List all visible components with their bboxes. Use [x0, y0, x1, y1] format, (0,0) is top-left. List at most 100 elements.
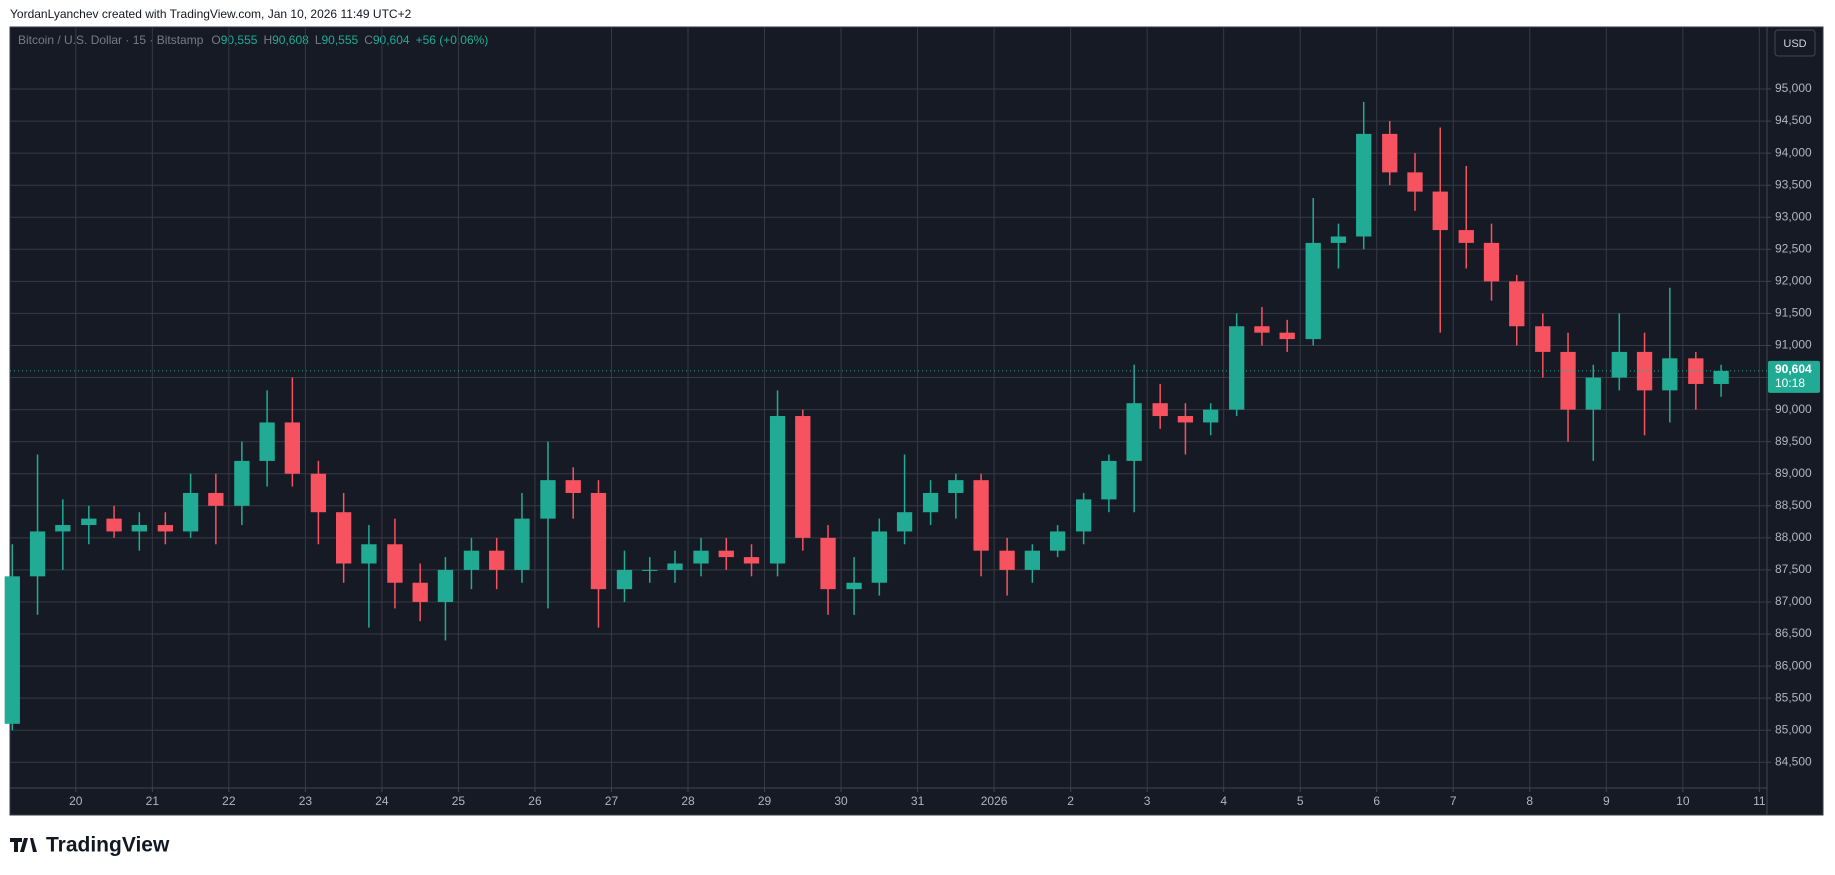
- candle-body: [284, 422, 301, 474]
- x-tick-label: 21: [146, 794, 160, 808]
- x-tick-label: 6: [1373, 794, 1380, 808]
- candle-body: [387, 544, 403, 583]
- candle-body: [335, 512, 352, 564]
- y-tick-label: 85,500: [1775, 690, 1812, 704]
- x-tick-label: 11: [1753, 794, 1766, 808]
- currency: USD: [1783, 38, 1806, 50]
- x-tick-label: 2: [1067, 794, 1074, 808]
- countdown: 10:18: [1775, 376, 1805, 390]
- candle-body: [1636, 351, 1653, 391]
- candle-body: [1713, 370, 1729, 384]
- candle-body: [489, 550, 505, 570]
- candle-body: [1203, 409, 1219, 423]
- x-tick-label: 4: [1220, 794, 1227, 808]
- candle-body: [820, 537, 836, 590]
- y-tick-label: 90,000: [1775, 402, 1812, 416]
- last-price-tag: [1768, 360, 1820, 393]
- x-tick-label: 9: [1603, 794, 1610, 808]
- candle-body: [948, 480, 964, 493]
- candle-body: [1126, 403, 1142, 461]
- candle-body: [1049, 531, 1066, 551]
- x-tick-label: 7: [1450, 794, 1457, 808]
- legend-value: 90,608: [272, 33, 309, 47]
- brand-name: TradingView: [46, 834, 170, 857]
- legend-label: L: [315, 33, 322, 47]
- x-tick-label: 5: [1297, 794, 1304, 808]
- y-tick-label: 84,500: [1775, 754, 1812, 768]
- legend-label: C: [364, 33, 373, 47]
- candle-body: [157, 525, 173, 532]
- candle-body: [846, 582, 862, 590]
- legend-symbol: Bitcoin / U.S. Dollar · 15 · Bitstamp: [18, 33, 204, 47]
- candle-body: [999, 550, 1015, 570]
- x-tick-label: 8: [1526, 794, 1533, 808]
- currency-button[interactable]: [1774, 29, 1816, 57]
- candle-body: [1024, 550, 1041, 570]
- candle-body: [131, 525, 147, 532]
- candle-body: [896, 512, 913, 532]
- candle-body: [1075, 499, 1092, 532]
- x-tick-label: 28: [681, 794, 695, 808]
- candle-body: [1305, 242, 1321, 340]
- grid: [10, 27, 1767, 788]
- candle-body: [1152, 403, 1168, 417]
- x-tick-label: 22: [222, 794, 236, 808]
- brand-logo: [10, 838, 37, 852]
- candle-body: [718, 550, 734, 558]
- x-tick-label: 25: [452, 794, 466, 808]
- candle-body: [29, 531, 46, 577]
- legend-change: +56 (+0.06%): [416, 33, 489, 47]
- candle-body: [1535, 326, 1551, 352]
- candle-body: [1356, 133, 1372, 237]
- candle-body: [412, 582, 428, 602]
- candle-body: [743, 557, 760, 564]
- candle-body: [1432, 191, 1448, 231]
- candle-body: [234, 460, 250, 506]
- candle-body: [1509, 281, 1525, 327]
- candle-body: [437, 569, 454, 602]
- legend-label: H: [263, 33, 272, 47]
- legend-line: Bitcoin / U.S. Dollar · 15 · Bitstamp O90…: [18, 33, 488, 47]
- y-tick-label: 87,500: [1775, 562, 1812, 576]
- candle-body: [310, 473, 327, 513]
- candle-body: [1101, 460, 1117, 500]
- y-tick-label: 92,500: [1775, 241, 1812, 255]
- candle-body: [208, 492, 224, 506]
- candle-body: [667, 563, 683, 570]
- candle-body: [4, 576, 20, 724]
- candle-body: [361, 544, 377, 564]
- legend: Bitcoin / U.S. Dollar · 15 · Bitstamp O90…: [18, 33, 488, 47]
- candle-body: [871, 531, 887, 583]
- candle-body: [1382, 133, 1398, 173]
- candle-body: [1279, 332, 1295, 340]
- candle-body: [1330, 236, 1347, 243]
- credit: YordanLyanchev created with TradingView.…: [10, 7, 412, 21]
- x-tick-label: 20: [69, 794, 83, 808]
- y-tick-label: 93,000: [1775, 209, 1812, 223]
- candle-body: [616, 569, 633, 590]
- candle-body: [973, 480, 989, 551]
- y-tick-label: 88,000: [1775, 530, 1812, 544]
- chart-frame: [9, 26, 1824, 816]
- candle-body: [106, 518, 122, 532]
- candle-body: [1483, 242, 1500, 282]
- candle-body: [769, 416, 786, 564]
- y-tick-label: 87,000: [1775, 594, 1812, 608]
- candle-body: [565, 480, 581, 493]
- legend-value: 90,555: [221, 33, 258, 47]
- x-tick-label: 26: [528, 794, 542, 808]
- candle-body: [1662, 358, 1678, 391]
- candle-body: [693, 550, 709, 564]
- candle-body: [81, 518, 97, 526]
- last-price-label: 90,604: [1775, 362, 1812, 376]
- candle-body: [514, 518, 530, 570]
- candle-body: [1560, 351, 1576, 410]
- candle-body: [1407, 172, 1423, 192]
- candle-body: [540, 480, 556, 519]
- y-tick-label: 95,000: [1775, 81, 1812, 95]
- x-tick-label: 23: [299, 794, 313, 808]
- y-tick-label: 85,000: [1775, 722, 1812, 736]
- y-tick-label: 86,000: [1775, 658, 1812, 672]
- y-tick-label: 88,500: [1775, 498, 1812, 512]
